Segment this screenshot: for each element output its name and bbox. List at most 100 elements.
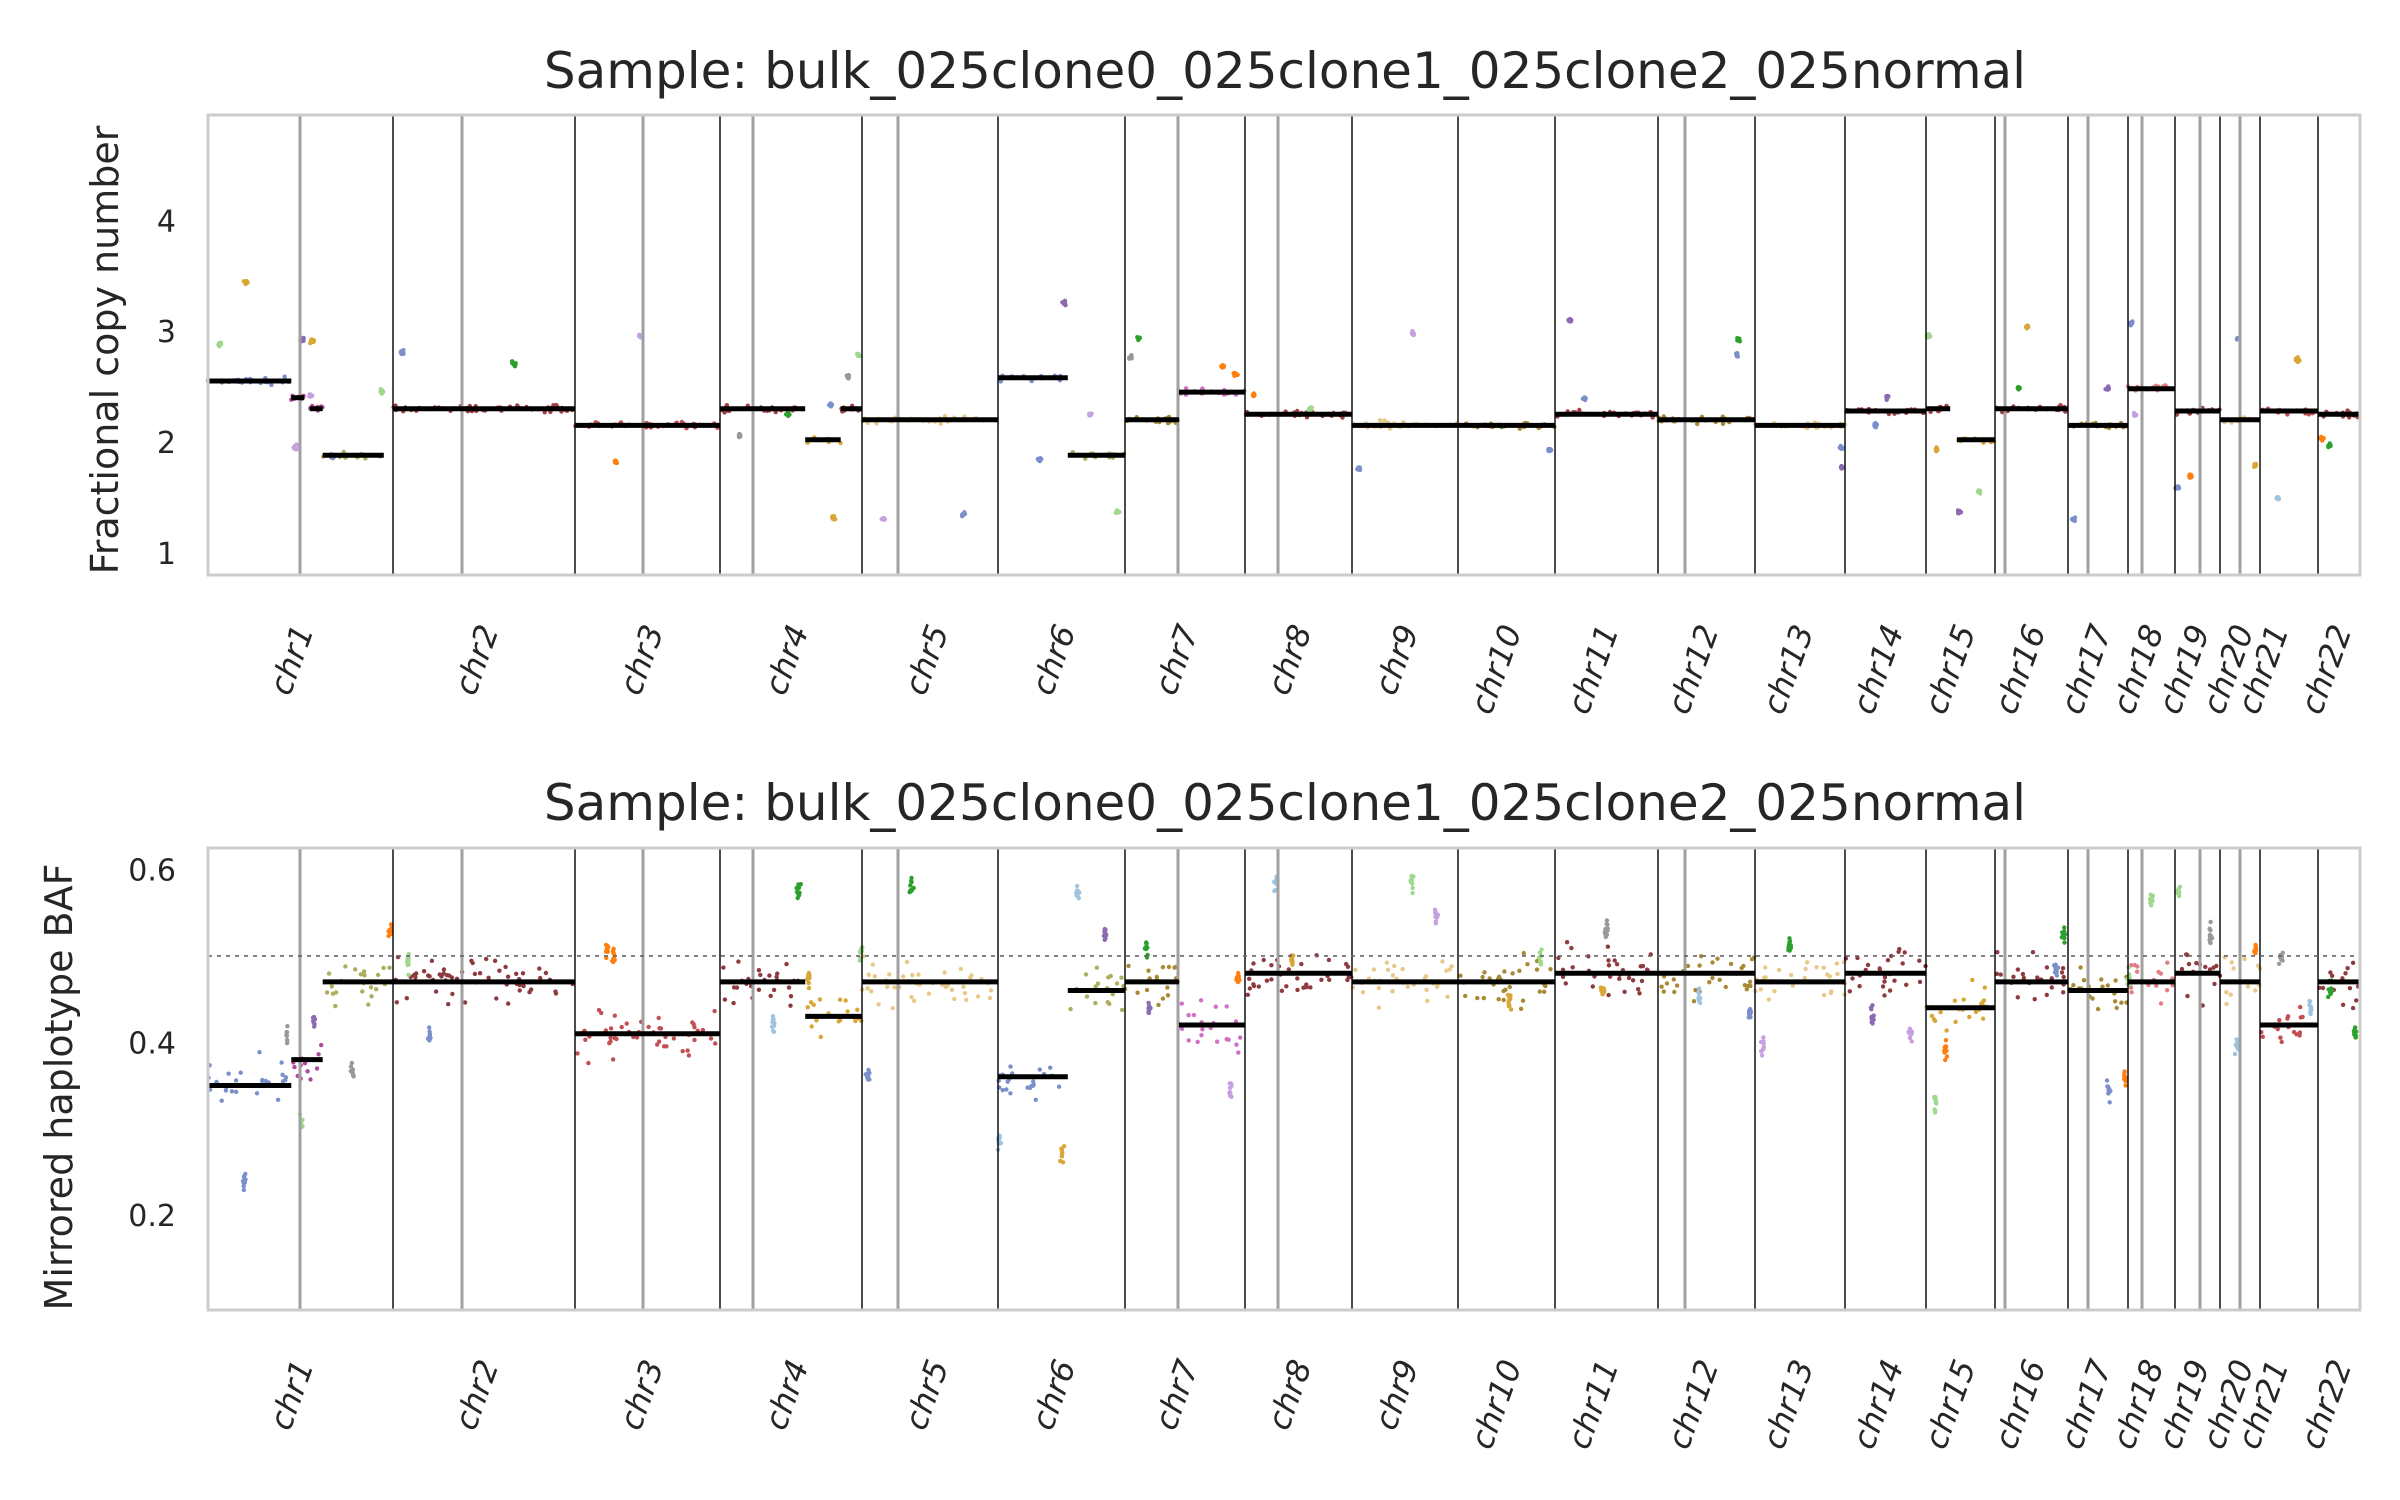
data-point: [1537, 989, 1543, 994]
data-point: [1892, 978, 1897, 983]
data-point: [1251, 983, 1257, 989]
data-point: [2319, 434, 2324, 440]
data-point: [284, 1037, 290, 1043]
data-point: [1517, 968, 1522, 973]
data-point: [1191, 1012, 1197, 1018]
data-point: [1290, 962, 1295, 967]
data-point: [1154, 974, 1160, 980]
data-point: [2165, 960, 2170, 965]
data-point: [2099, 977, 2104, 982]
data-point: [1728, 961, 1734, 967]
data-point: [1977, 488, 1983, 494]
data-point: [772, 1020, 777, 1026]
data-point: [1961, 997, 1967, 1002]
data-point: [1857, 984, 1862, 989]
data-point: [2015, 967, 2021, 972]
axes-frame: [206, 113, 2362, 577]
data-point: [2129, 320, 2134, 326]
data-point: [837, 997, 843, 1002]
data-point: [1569, 945, 1574, 951]
data-point: [2024, 326, 2030, 331]
data-point: [240, 1179, 246, 1184]
data-point: [2020, 971, 2026, 977]
data-point: [1074, 883, 1080, 889]
data-point: [1697, 995, 1702, 1001]
segment-lines: [208, 375, 2360, 458]
data-point: [1741, 963, 1746, 969]
data-point: [279, 1060, 284, 1065]
data-point: [2297, 1033, 2302, 1038]
data-point: [1759, 1053, 1765, 1058]
data-point: [449, 975, 455, 980]
data-point: [472, 971, 478, 977]
data-point: [1424, 987, 1429, 993]
data-point: [1772, 989, 1777, 994]
data-point: [233, 1078, 239, 1083]
data-point: [1037, 458, 1043, 464]
data-point: [885, 984, 890, 990]
data-point: [2055, 965, 2061, 970]
data-point: [2175, 890, 2180, 896]
data-point: [843, 998, 848, 1003]
data-point: [1790, 983, 1795, 988]
chromosome-boundaries: [298, 848, 2319, 1310]
data-point: [1696, 990, 1702, 996]
data-point: [1410, 331, 1415, 336]
data-point: [2253, 988, 2258, 993]
data-point: [1661, 989, 1667, 994]
data-point: [1227, 1093, 1233, 1098]
data-point: [857, 950, 863, 955]
data-point: [1956, 510, 1961, 515]
data-point: [1926, 333, 1931, 338]
data-point: [865, 986, 870, 991]
data-point: [1088, 412, 1093, 418]
data-point: [1995, 950, 2000, 955]
data-point: [1570, 965, 1575, 970]
data-point: [1447, 967, 1452, 972]
data-point: [1980, 1016, 1986, 1021]
data-point: [2295, 358, 2300, 363]
data-point: [1095, 981, 1101, 986]
x-tick-label: chr1: [261, 620, 321, 700]
data-point: [1982, 985, 1988, 990]
data-point: [2044, 965, 2050, 970]
data-point: [1776, 967, 1782, 973]
data-point: [1869, 1007, 1874, 1012]
data-point: [1286, 967, 1292, 972]
data-point: [2081, 978, 2087, 983]
data-point: [1227, 1090, 1233, 1095]
data-point: [1605, 944, 1611, 949]
data-point: [1909, 1039, 1914, 1044]
data-point: [1630, 978, 1636, 983]
data-point: [596, 1007, 602, 1013]
data-point: [1787, 940, 1792, 945]
data-point: [1105, 1000, 1110, 1005]
data-point: [2054, 969, 2059, 974]
data-point: [1094, 965, 1100, 970]
data-point: [2245, 984, 2251, 989]
data-point: [2113, 978, 2118, 983]
data-point: [1814, 965, 1819, 970]
data-point: [1622, 989, 1627, 994]
data-point: [521, 983, 526, 989]
data-point: [1763, 975, 1768, 980]
data-point: [604, 955, 609, 961]
data-point: [1059, 1147, 1064, 1152]
data-point: [756, 987, 762, 992]
data-point: [2208, 928, 2213, 933]
data-point: [2158, 971, 2164, 976]
data-point: [505, 974, 511, 979]
data-point: [1953, 1019, 1958, 1025]
data-point: [882, 517, 887, 522]
data-point: [1835, 971, 1840, 977]
data-point: [1602, 930, 1608, 935]
x-tick-label: chr4: [756, 620, 816, 700]
data-point: [1886, 394, 1891, 399]
y-tick-label: 3: [157, 315, 176, 350]
x-tick-label: chr10: [1462, 620, 1529, 719]
x-tick-label: chr4: [756, 1355, 816, 1435]
x-tick-label: chr3: [611, 620, 671, 700]
scatter-points: [206, 873, 2361, 1193]
data-point: [1199, 1033, 1204, 1038]
data-point: [1074, 893, 1079, 898]
